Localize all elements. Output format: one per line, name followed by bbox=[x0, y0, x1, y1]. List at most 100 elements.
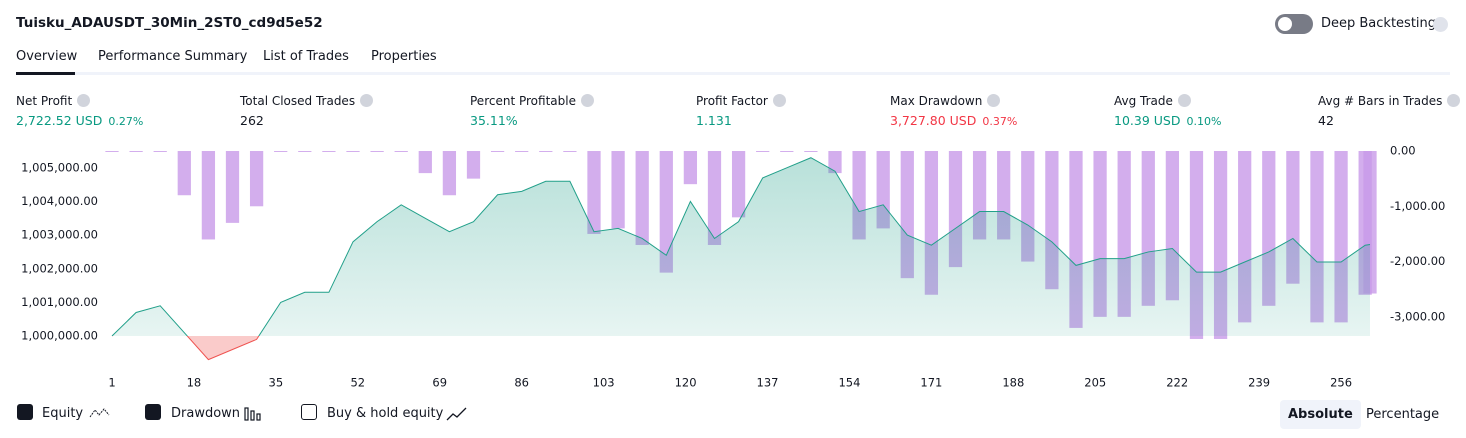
y-tick-label: 1,001,000.00 bbox=[21, 295, 98, 309]
x-tick-label: 86 bbox=[514, 376, 529, 390]
y-tick-label: 1,003,000.00 bbox=[21, 228, 98, 242]
stat-label: Profit Factor bbox=[696, 94, 786, 108]
stat-label-text: Avg # Bars in Trades bbox=[1318, 94, 1443, 108]
drawdown-icon bbox=[244, 407, 261, 421]
percentage-button[interactable]: Percentage bbox=[1366, 407, 1440, 422]
toggle-knob bbox=[1278, 17, 1292, 31]
stat-value-text: 10.39 USD bbox=[1114, 113, 1181, 128]
drawdown-bar bbox=[780, 151, 794, 152]
drawdown-bar bbox=[804, 151, 818, 152]
info-icon[interactable] bbox=[1177, 94, 1191, 107]
y-tick-label: 1,000,000.00 bbox=[21, 329, 98, 343]
x-tick-label: 205 bbox=[1084, 376, 1106, 390]
x-tick-label: 52 bbox=[350, 376, 365, 390]
drawdown-bar bbox=[153, 151, 167, 152]
drawdown-bar bbox=[370, 151, 384, 152]
y2-tick-label: -1,000.00 bbox=[1390, 199, 1445, 213]
stat-percent: 0.10% bbox=[1186, 115, 1222, 128]
y-tick-label: 1,004,000.00 bbox=[21, 194, 98, 208]
y-tick-label: 1,005,000.00 bbox=[21, 160, 98, 174]
stat-label: Avg # Bars in Trades bbox=[1318, 94, 1461, 108]
stat-value-text: 2,722.52 USD bbox=[16, 113, 103, 128]
x-tick-label: 137 bbox=[757, 376, 779, 390]
equity-area-negative bbox=[112, 336, 1370, 360]
stat-value-text: 3,727.80 USD bbox=[890, 113, 977, 128]
drawdown-bar bbox=[515, 151, 529, 152]
x-tick-label: 1 bbox=[108, 376, 115, 390]
x-tick-label: 188 bbox=[1002, 376, 1024, 390]
stat-label-text: Profit Factor bbox=[696, 94, 768, 108]
info-icon[interactable] bbox=[77, 94, 91, 107]
tab[interactable]: List of Trades bbox=[263, 49, 349, 64]
drawdown-bar bbox=[274, 151, 288, 152]
active-tab-indicator bbox=[16, 72, 75, 75]
drawdown-bar bbox=[756, 151, 770, 152]
info-icon[interactable] bbox=[1447, 94, 1461, 107]
x-tick-label: 222 bbox=[1166, 376, 1188, 390]
drawdown-bar bbox=[346, 151, 360, 152]
info-icon[interactable] bbox=[580, 94, 594, 107]
drawdown-bar bbox=[129, 151, 143, 152]
drawdown-bar bbox=[635, 151, 649, 245]
stat-label: Net Profit bbox=[16, 94, 91, 108]
drawdown-bar bbox=[539, 151, 553, 152]
stat-value-text: 42 bbox=[1318, 113, 1334, 128]
y2-tick-label: -2,000.00 bbox=[1390, 254, 1445, 268]
drawdown-bar bbox=[707, 151, 722, 245]
stat-label: Percent Profitable bbox=[470, 94, 594, 108]
equity-area bbox=[112, 157, 1370, 337]
drawdown-bar bbox=[466, 151, 481, 179]
drawdown-bar bbox=[201, 151, 216, 240]
y2-tick-label: 0.00 bbox=[1390, 144, 1416, 158]
stat-value-text: 1.131 bbox=[696, 113, 732, 128]
drawdown-bar bbox=[731, 151, 746, 218]
legend-equity: Equity bbox=[42, 406, 84, 421]
drawdown-bar bbox=[828, 151, 842, 174]
tab[interactable]: Performance Summary bbox=[98, 49, 248, 64]
x-tick-label: 171 bbox=[920, 376, 942, 390]
stat-value: 42 bbox=[1318, 113, 1334, 128]
deep-backtesting-label: Deep Backtesting bbox=[1321, 16, 1437, 31]
tab-divider bbox=[16, 72, 1450, 75]
info-icon[interactable] bbox=[987, 94, 1001, 107]
equity-checkbox[interactable] bbox=[17, 404, 33, 420]
drawdown-checkbox[interactable] bbox=[145, 404, 161, 420]
drawdown-bar bbox=[418, 151, 432, 174]
x-tick-label: 69 bbox=[432, 376, 447, 390]
stat-percent: 0.27% bbox=[108, 115, 144, 128]
stat-label-text: Total Closed Trades bbox=[240, 94, 356, 108]
drawdown-bar bbox=[177, 151, 191, 196]
tab[interactable]: Overview bbox=[16, 49, 78, 64]
absolute-button[interactable]: Absolute bbox=[1280, 400, 1361, 429]
drawdown-bar bbox=[442, 151, 457, 196]
drawdown-bar bbox=[298, 151, 312, 152]
stat-label-text: Avg Trade bbox=[1114, 94, 1173, 108]
stat-value-text: 262 bbox=[240, 113, 264, 128]
y2-tick-label: -3,000.00 bbox=[1390, 309, 1445, 323]
stat-label: Avg Trade bbox=[1114, 94, 1191, 108]
drawdown-bar bbox=[322, 151, 336, 152]
drawdown-bar bbox=[105, 151, 119, 152]
x-tick-label: 35 bbox=[269, 376, 284, 390]
info-icon[interactable] bbox=[360, 94, 374, 107]
y-tick-label: 1,002,000.00 bbox=[21, 261, 98, 275]
x-tick-label: 256 bbox=[1330, 376, 1352, 390]
stat-value: 2,722.52 USD 0.27% bbox=[16, 113, 143, 128]
drawdown-bar bbox=[490, 151, 505, 152]
strategy-title: Tuisku_ADAUSDT_30Min_2ST0_cd9d5e52 bbox=[16, 15, 323, 31]
stat-value-text: 35.11% bbox=[470, 113, 518, 128]
tab[interactable]: Properties bbox=[371, 49, 437, 64]
stat-value: 10.39 USD 0.10% bbox=[1114, 113, 1221, 128]
equity-icon bbox=[89, 408, 110, 418]
stat-label-text: Percent Profitable bbox=[470, 94, 576, 108]
help-icon[interactable] bbox=[1433, 17, 1448, 32]
drawdown-bar bbox=[611, 151, 625, 229]
stat-label: Total Closed Trades bbox=[240, 94, 374, 108]
x-tick-label: 18 bbox=[187, 376, 202, 390]
buy-hold-checkbox[interactable] bbox=[301, 404, 317, 420]
stat-value: 3,727.80 USD 0.37% bbox=[890, 113, 1017, 128]
drawdown-bar bbox=[659, 151, 673, 273]
info-icon[interactable] bbox=[772, 94, 786, 107]
